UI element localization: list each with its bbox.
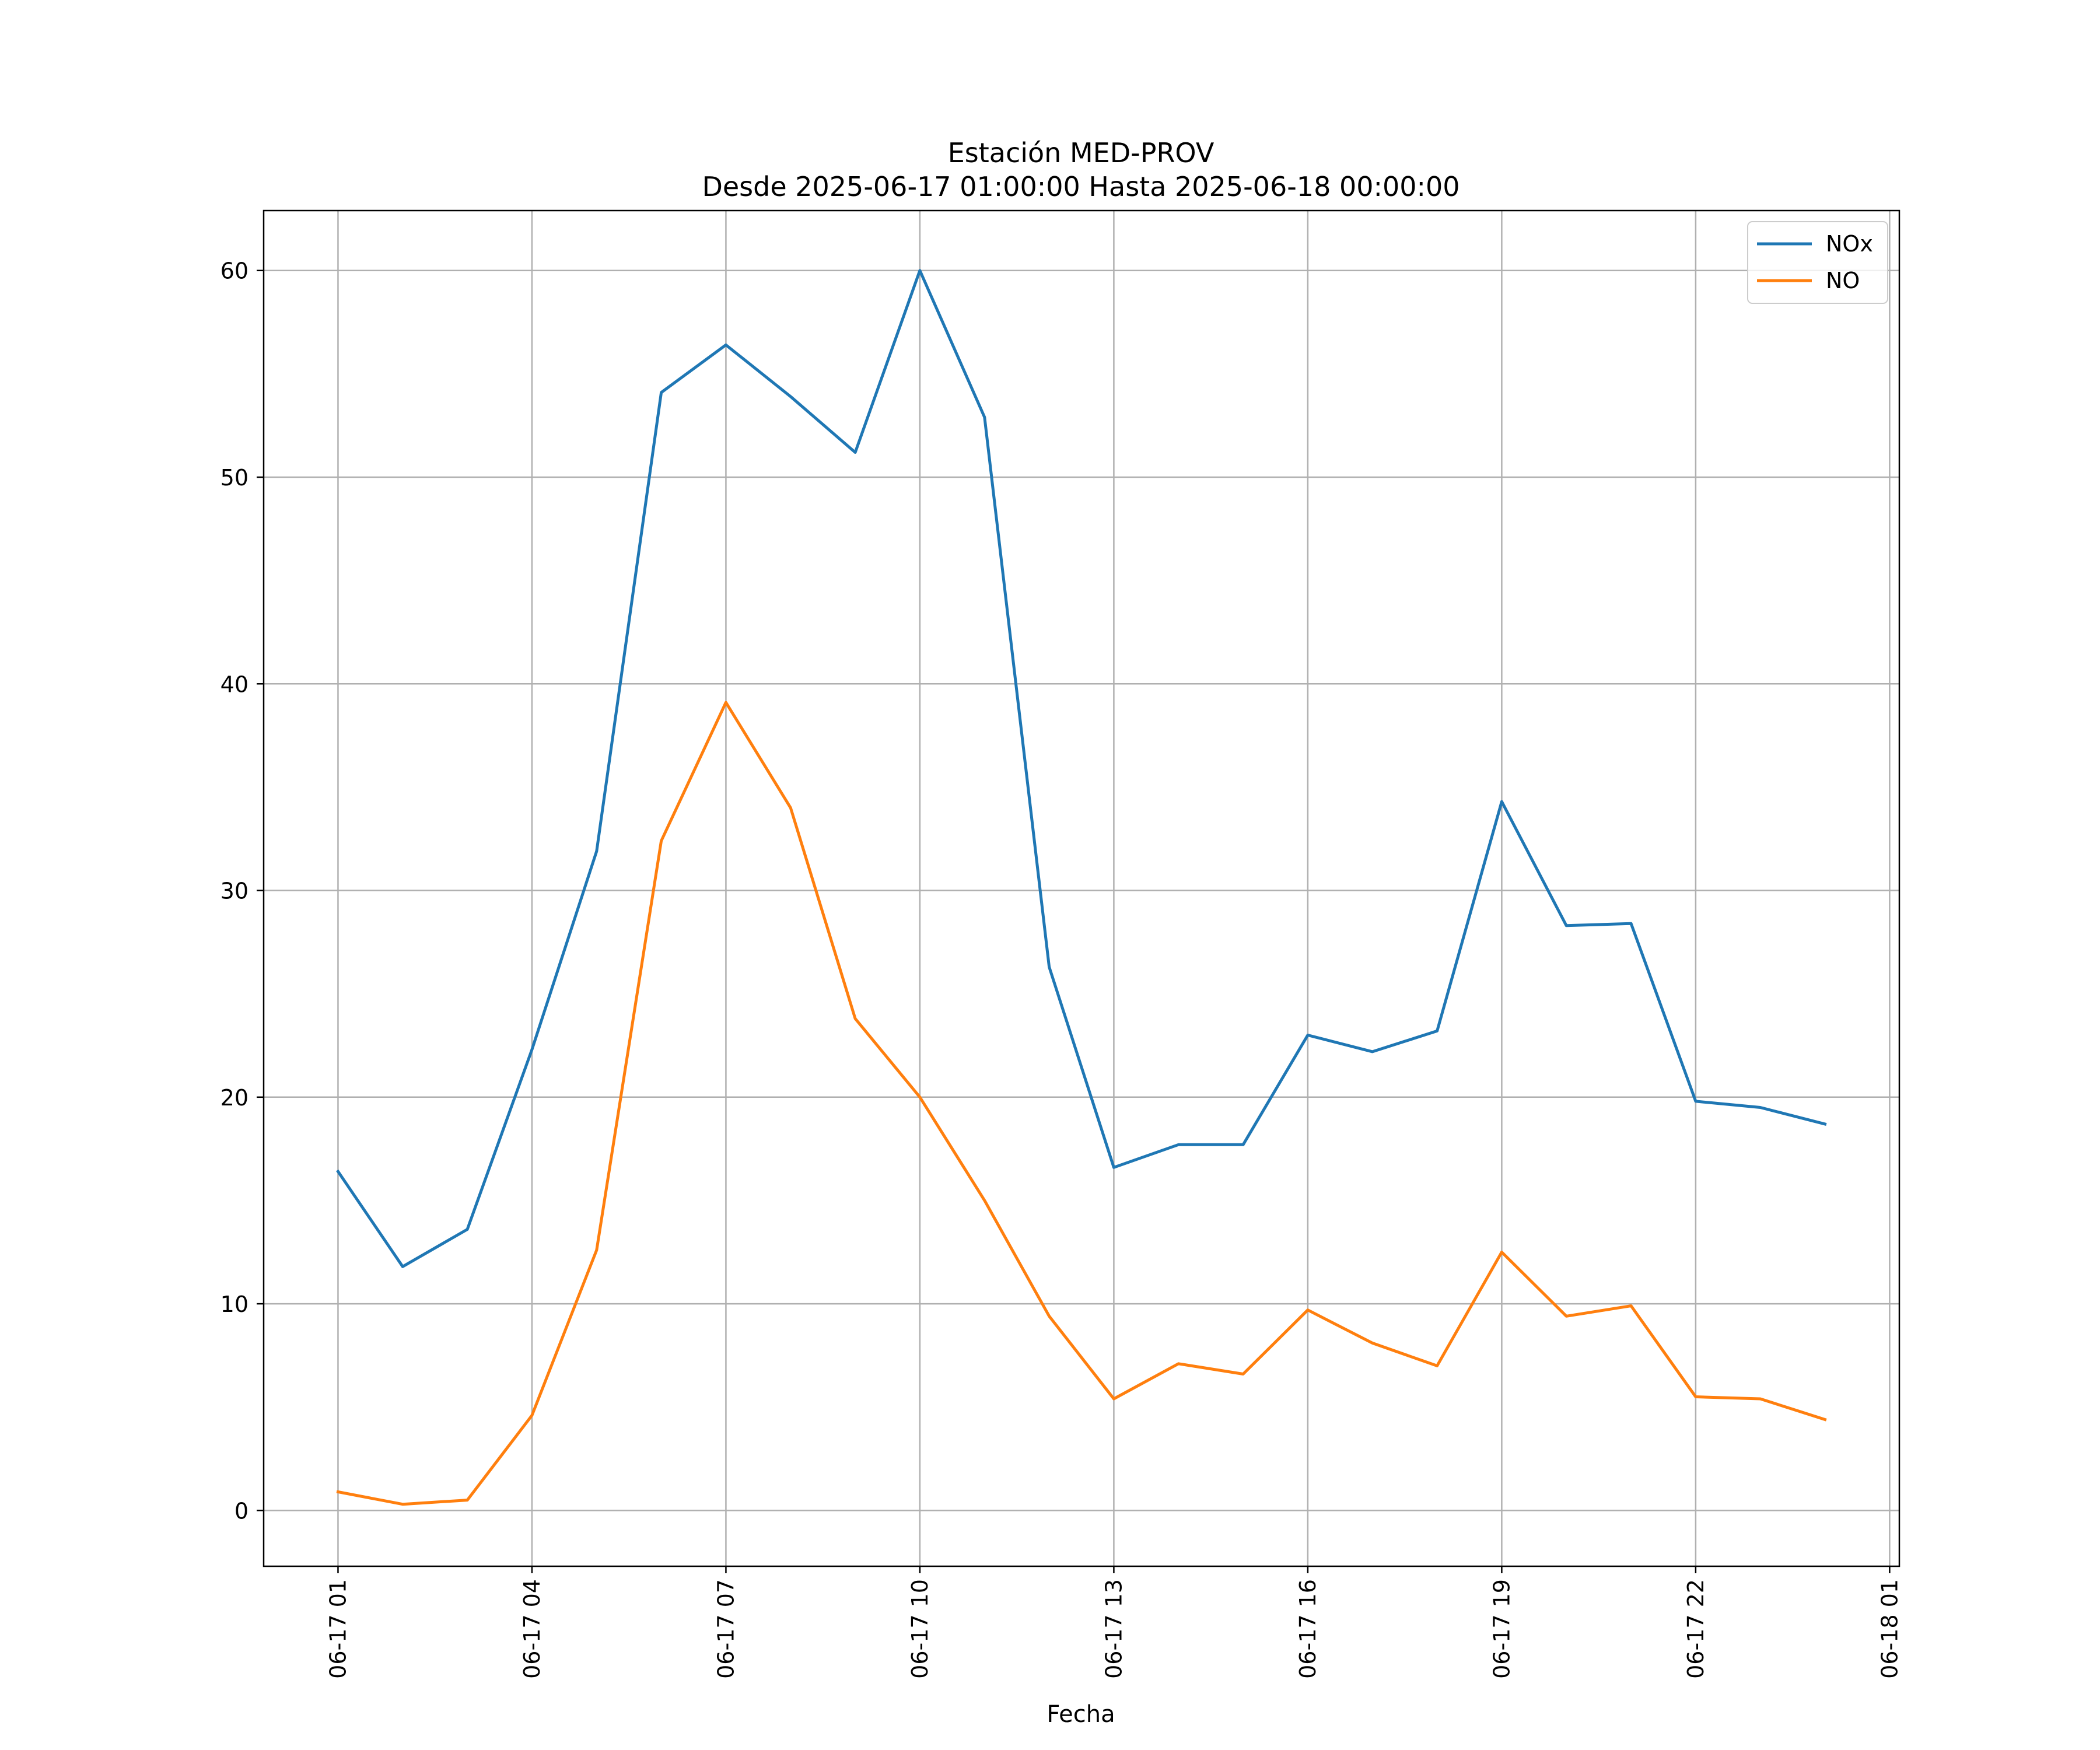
chart-title: Estación MED-PROV <box>948 137 1214 169</box>
plot-frame <box>262 209 1901 1567</box>
x-tick-label: 06-17 04 <box>519 1579 545 1679</box>
legend-label-no: NO <box>1826 268 1860 293</box>
y-tick-label: 20 <box>220 1085 249 1111</box>
y-tick-label: 60 <box>220 258 249 284</box>
x-tick-label: 06-17 16 <box>1295 1579 1321 1679</box>
x-tick-label: 06-17 19 <box>1489 1579 1514 1679</box>
x-tick-label: 06-17 01 <box>325 1579 351 1679</box>
series-line-nox <box>336 269 1827 1268</box>
y-tick-label: 50 <box>220 465 249 491</box>
series-lines <box>336 269 1827 1506</box>
y-tick-label: 40 <box>220 671 249 697</box>
legend-label-nox: NOx <box>1826 231 1873 257</box>
x-tick-label: 06-17 22 <box>1683 1579 1709 1679</box>
x-tick-label: 06-17 13 <box>1101 1579 1126 1679</box>
x-tick-label: 06-18 01 <box>1877 1579 1902 1679</box>
legend: NOx NO <box>1747 221 1888 304</box>
chart-subtitle: Desde 2025-06-17 01:00:00 Hasta 2025-06-… <box>702 171 1460 202</box>
y-tick-label: 0 <box>235 1498 249 1524</box>
x-axis-ticks: 06-17 01 06-17 04 06-17 07 06-17 10 06-17 13… <box>325 1566 1902 1679</box>
y-tick-label: 10 <box>220 1292 249 1317</box>
series-line-no <box>336 701 1827 1506</box>
y-axis-ticks: 0 10 20 30 40 50 60 <box>220 258 264 1524</box>
x-tick-label: 06-17 07 <box>713 1579 738 1679</box>
legend-box <box>1747 221 1888 304</box>
y-tick-label: 30 <box>220 878 249 904</box>
x-tick-label: 06-17 10 <box>907 1579 933 1679</box>
grid <box>264 211 1899 1566</box>
x-axis-label: Fecha <box>1046 1701 1115 1728</box>
